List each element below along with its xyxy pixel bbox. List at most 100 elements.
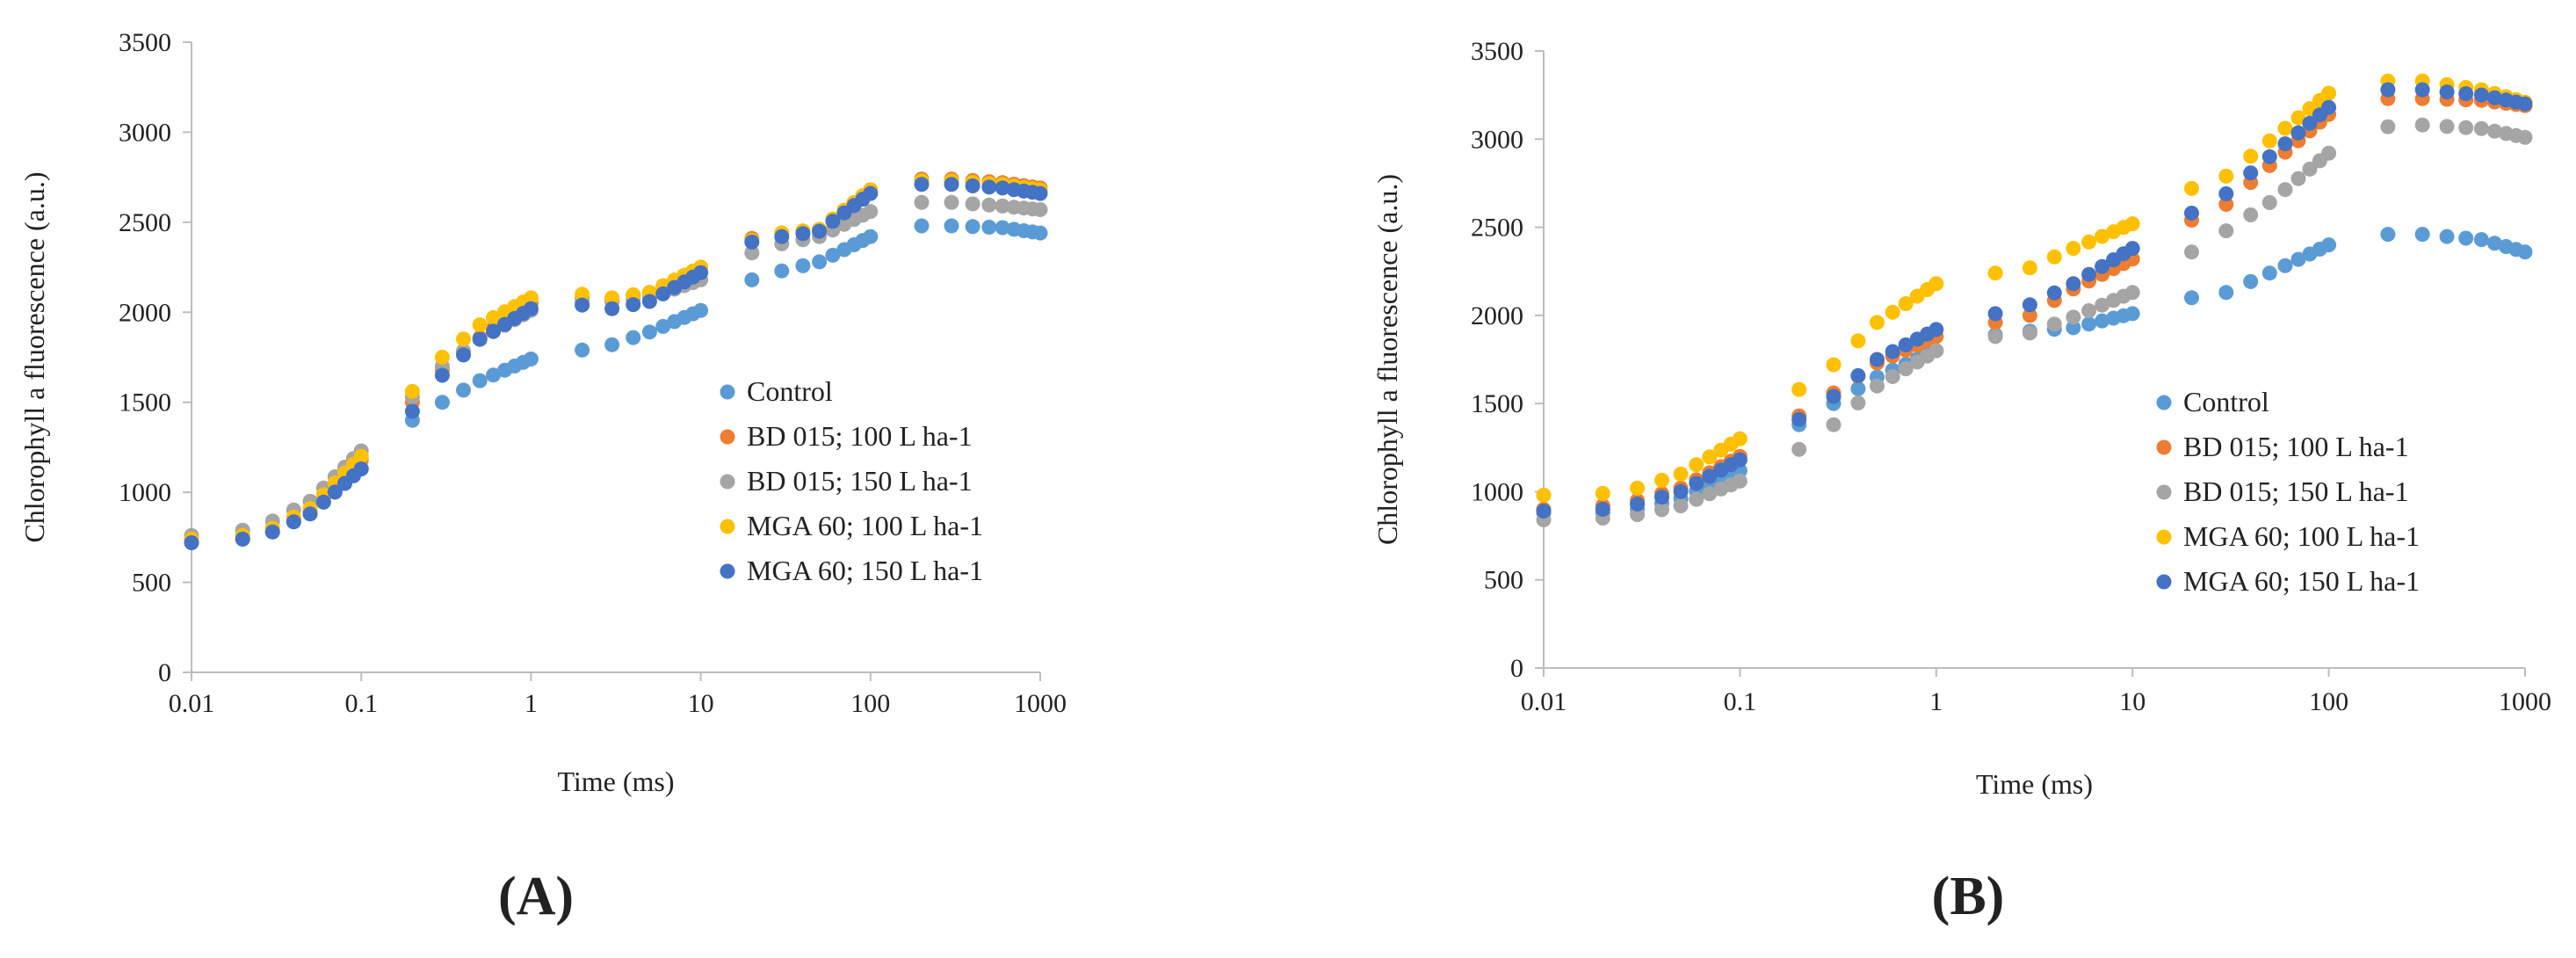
data-point [965, 178, 980, 193]
data-point [472, 317, 488, 333]
legend-label: MGA 60; 100 L ha-1 [747, 510, 983, 541]
data-point [1870, 352, 1885, 367]
data-point [2081, 234, 2097, 250]
data-point [2261, 265, 2277, 281]
data-point [944, 177, 959, 192]
data-point [456, 382, 471, 398]
x-axis-title: Time (ms) [557, 766, 674, 797]
y-tick-label: 2500 [119, 208, 171, 237]
data-point [1791, 441, 1807, 457]
data-point [1885, 344, 1900, 359]
data-point [795, 258, 811, 273]
data-point [2517, 244, 2533, 260]
data-point [812, 223, 828, 239]
x-tick-label: 1000 [1014, 689, 1067, 718]
legend-marker [720, 384, 735, 400]
data-point [2302, 115, 2318, 131]
panel-label-a: (A) [498, 867, 574, 926]
legend-marker [2156, 439, 2172, 455]
data-point [2290, 171, 2306, 186]
data-point [404, 403, 420, 419]
legend-label: BD 015; 100 L ha-1 [747, 420, 973, 452]
data-point [744, 234, 760, 250]
data-point [456, 331, 471, 347]
data-point [2124, 241, 2140, 257]
x-tick-label: 0.1 [1724, 687, 1757, 716]
data-point [2022, 260, 2037, 276]
legend-marker [720, 563, 735, 579]
y-tick-label: 3500 [119, 28, 171, 57]
legend: Control BD 015; 100 L ha-1 BD 015; 150 L h… [720, 375, 983, 586]
data-point [286, 514, 301, 530]
data-point [2184, 244, 2199, 260]
y-tick-label: 500 [1484, 566, 1523, 595]
data-point [2380, 119, 2396, 134]
data-point [1673, 466, 1689, 482]
data-point [2081, 303, 2097, 318]
data-point [2095, 313, 2110, 329]
data-point [944, 218, 959, 234]
chart-panel-a: 0 500 1000 1500 2000 2500 3000 3500 0.01 0.1 1 10 10… [18, 28, 1067, 926]
data-point [486, 323, 501, 339]
data-point [1673, 498, 1689, 513]
data-point [1826, 417, 1842, 432]
data-point [1654, 502, 1669, 518]
data-point [434, 395, 450, 410]
data-point [1791, 411, 1807, 427]
x-tick-label: 0.01 [1521, 687, 1567, 716]
data-point [2380, 82, 2396, 98]
data-point [1732, 452, 1747, 468]
data-point [2243, 207, 2259, 222]
data-point [486, 367, 501, 383]
x-tick-label: 100 [2309, 687, 2348, 716]
data-point [1032, 202, 1048, 217]
legend-marker [720, 429, 735, 445]
legend-marker [720, 519, 735, 534]
series-mga60-150 [1536, 82, 2533, 519]
data-point [863, 185, 879, 201]
data-point [2124, 306, 2140, 322]
data-point [2486, 123, 2502, 139]
data-point [2081, 266, 2097, 282]
data-point [995, 180, 1010, 196]
data-point [575, 287, 590, 302]
x-tick-label: 0.01 [169, 689, 215, 718]
data-point [1870, 315, 1885, 330]
data-point [2046, 285, 2062, 301]
data-point [981, 179, 997, 195]
data-point [2095, 297, 2110, 313]
legend-marker [720, 474, 735, 490]
y-tick-label: 2500 [1471, 214, 1523, 243]
x-tick-label: 1000 [2499, 687, 2551, 716]
data-point [1850, 395, 1866, 410]
data-point [1870, 378, 1885, 394]
y-tick-label: 3000 [119, 118, 171, 147]
y-axis-title: Chlorophyll a fluorescence (a.u.) [1371, 174, 1403, 545]
legend-marker [2156, 529, 2172, 545]
data-point [434, 367, 450, 383]
data-point [1850, 381, 1866, 396]
data-point [1702, 468, 1718, 484]
data-point [1595, 502, 1610, 517]
data-point [523, 352, 539, 367]
data-point [2046, 249, 2062, 265]
data-point [2095, 229, 2110, 244]
data-point [655, 318, 671, 334]
data-point [2277, 136, 2293, 152]
y-tick-label: 1000 [119, 478, 171, 507]
data-point [825, 214, 841, 229]
data-point [2321, 85, 2337, 101]
data-point [693, 302, 709, 318]
legend: Control BD 015; 100 L ha-1 BD 015; 150 L h… [2156, 386, 2420, 597]
data-point [774, 263, 790, 279]
data-point [1928, 322, 1944, 337]
data-point [965, 219, 980, 235]
data-point [2321, 145, 2337, 161]
data-point [604, 301, 620, 316]
data-point [2414, 117, 2430, 133]
x-tick-label: 1 [525, 689, 538, 718]
data-point [434, 350, 450, 365]
panel-label-b: (B) [1932, 867, 2005, 926]
y-tick-label: 1500 [119, 388, 171, 417]
